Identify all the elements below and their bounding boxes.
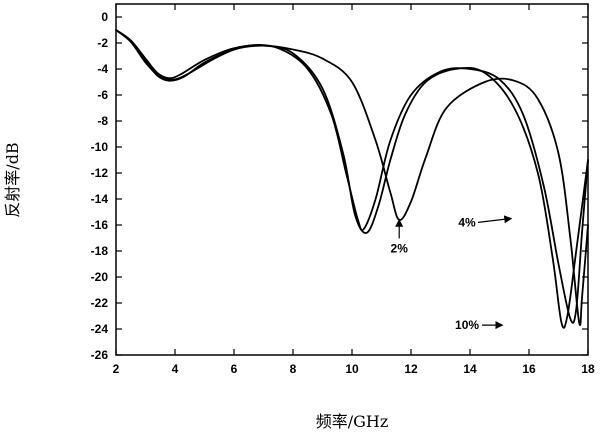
x-tick-label: 16 bbox=[522, 362, 536, 376]
y-tick-label: -12 bbox=[91, 166, 109, 180]
y-tick-label: -6 bbox=[97, 88, 108, 102]
x-tick-label: 12 bbox=[404, 362, 418, 376]
series-line-10pct bbox=[115, 29, 589, 326]
annotation-label-4pct: 4% bbox=[458, 215, 476, 229]
y-tick-label: -2 bbox=[97, 36, 108, 50]
x-tick-label: 6 bbox=[231, 362, 238, 376]
y-tick-label: 0 bbox=[101, 10, 108, 24]
annotation-arrow-4pct bbox=[477, 215, 513, 224]
x-tick-label: 8 bbox=[290, 362, 297, 376]
series-layer bbox=[115, 29, 589, 329]
x-tick-label: 18 bbox=[581, 362, 595, 376]
y-tick-label: -18 bbox=[91, 244, 109, 258]
x-axis-title: 频率/GHz bbox=[316, 412, 389, 431]
y-tick-label: -16 bbox=[91, 218, 109, 232]
y-tick-label: -10 bbox=[91, 140, 109, 154]
x-tick-label: 4 bbox=[172, 362, 179, 376]
annotations-layer: 2% 4% 10% bbox=[391, 215, 513, 332]
y-tick-label: -24 bbox=[91, 322, 109, 336]
axis-ticks: 2 4 6 8 10 12 14 16 18 0 -2 -4 -6 -8 -10 -12 -14 -16 -18 -2… bbox=[91, 4, 595, 376]
y-tick-label: -8 bbox=[97, 114, 108, 128]
y-tick-label: -22 bbox=[91, 296, 109, 310]
annotation-label-2pct: 2% bbox=[391, 241, 409, 255]
y-tick-label: -14 bbox=[91, 192, 109, 206]
y-tick-label: -20 bbox=[91, 270, 109, 284]
y-axis-title: 反射率/dB bbox=[3, 142, 22, 217]
annotation-label-10pct: 10% bbox=[455, 318, 479, 332]
plot-frame bbox=[115, 3, 589, 356]
x-tick-label: 14 bbox=[463, 362, 477, 376]
y-tick-label: -26 bbox=[91, 348, 109, 362]
x-tick-label: 2 bbox=[113, 362, 120, 376]
series-line-2pct bbox=[115, 29, 589, 329]
x-tick-label: 10 bbox=[345, 362, 359, 376]
y-tick-label: -4 bbox=[97, 62, 108, 76]
